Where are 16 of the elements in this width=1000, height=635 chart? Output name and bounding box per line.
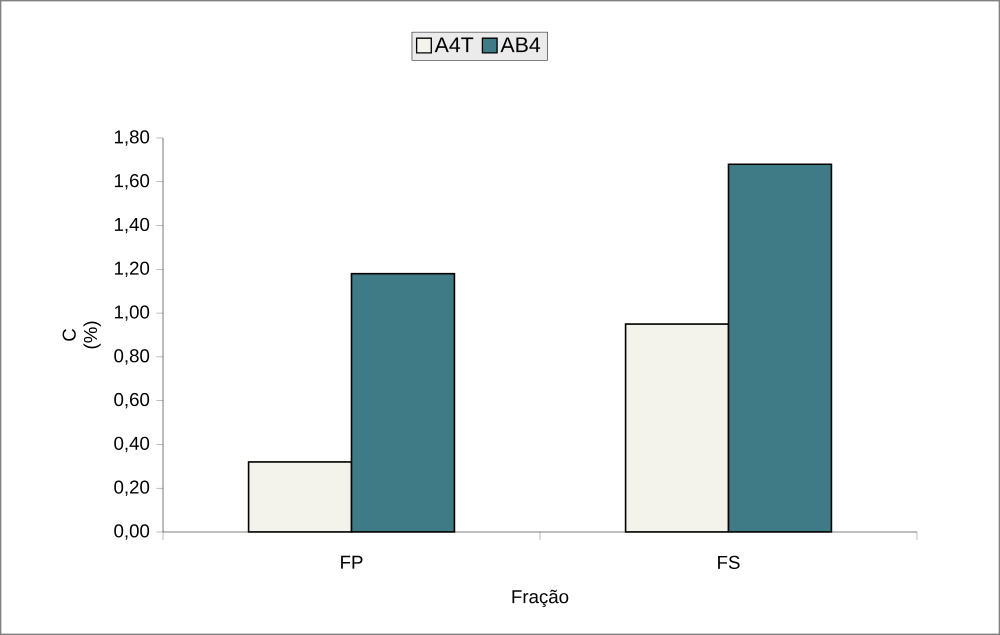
y-tick-label: 0,80 <box>114 349 150 365</box>
y-tick-label: 0,40 <box>114 436 150 452</box>
y-tick-label: 0,60 <box>114 392 150 408</box>
y-tick-label: 1,00 <box>114 305 150 321</box>
y-tick-label: 1,40 <box>114 218 150 234</box>
y-tick-label: 1,20 <box>114 262 150 278</box>
y-tick-label: 1,80 <box>114 130 150 146</box>
x-axis-title: Fração <box>512 590 568 608</box>
y-axis-title: C (%) <box>62 322 101 348</box>
legend-label: A4T <box>434 37 474 52</box>
x-tick-label: FS <box>718 556 740 570</box>
y-tick-label: 1,60 <box>114 174 150 190</box>
x-tick-label: FP <box>341 556 362 569</box>
legend-label: AB4 <box>500 37 540 52</box>
y-tick-label: 0,20 <box>114 480 150 496</box>
y-tick-label: 0,00 <box>114 524 150 540</box>
